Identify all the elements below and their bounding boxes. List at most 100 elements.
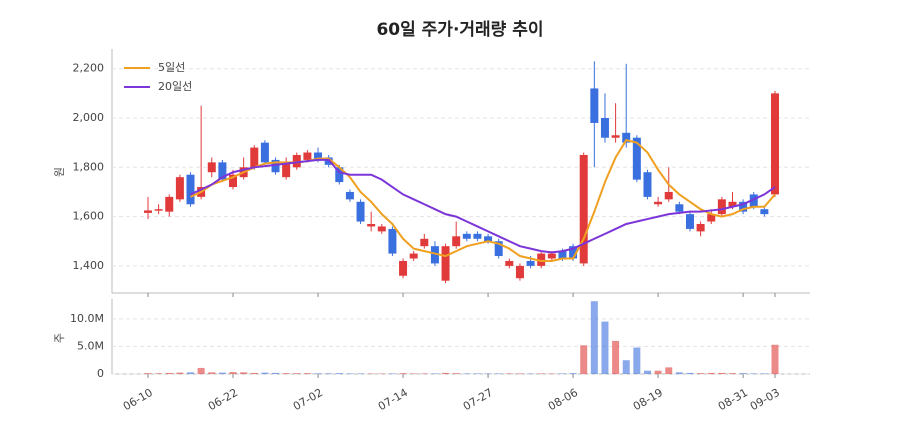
legend-label: 20일선 — [158, 79, 192, 93]
volume-bar — [453, 373, 460, 374]
volume-bar — [655, 371, 662, 374]
volume-bar — [559, 373, 566, 374]
volume-bar — [410, 373, 417, 374]
x-tick-label: 08-06 — [546, 386, 580, 413]
candle-body — [601, 118, 609, 138]
candle-body — [697, 224, 705, 231]
x-tick-label: 08-31 — [716, 386, 750, 413]
volume-bar — [240, 372, 247, 374]
volume-bar — [708, 373, 715, 374]
volume-bar — [389, 373, 396, 374]
candle-body — [176, 177, 184, 199]
y-tick-label: 1,600 — [73, 210, 105, 223]
x-tick-label: 08-19 — [631, 386, 665, 413]
y-tick-label: 10.0M — [70, 312, 104, 325]
candle-body — [410, 254, 418, 259]
volume-bar — [304, 373, 311, 374]
volume-bar — [198, 368, 205, 374]
volume-bar — [283, 373, 290, 374]
volume-bar — [506, 373, 513, 374]
volume-bar — [261, 373, 268, 374]
candle-body — [165, 197, 173, 212]
volume-bar — [357, 373, 364, 374]
volume-bar — [346, 373, 353, 374]
volume-bar — [219, 373, 226, 374]
volume-bar — [676, 372, 683, 374]
candle-body — [261, 143, 269, 163]
candle-body — [771, 93, 779, 194]
volume-bar — [325, 373, 332, 374]
candle-body — [527, 261, 535, 266]
y-tick-label: 1,800 — [73, 160, 105, 173]
candle-body — [187, 175, 195, 205]
candle-body — [208, 162, 216, 172]
volume-bar — [633, 348, 640, 374]
candle-body — [420, 239, 428, 246]
volume-bar — [718, 373, 725, 374]
volume-bar — [431, 373, 438, 374]
candle-body — [665, 192, 673, 199]
candle-body — [155, 209, 163, 211]
candle-body — [612, 135, 620, 137]
candle-body — [505, 261, 513, 266]
candle-body — [367, 224, 375, 226]
candle-body — [643, 172, 651, 197]
volume-bar — [601, 322, 608, 374]
candle-body — [516, 266, 524, 278]
volume-bar — [750, 373, 757, 374]
x-tick-label: 07-02 — [291, 386, 325, 413]
volume-bar — [686, 373, 693, 374]
volume-bar — [761, 373, 768, 374]
volume-bar — [740, 373, 747, 374]
x-tick-label: 07-27 — [461, 386, 495, 413]
volume-bar — [644, 371, 651, 374]
candle-body — [346, 192, 354, 199]
volume-bar — [495, 373, 502, 374]
volume-axis-label: 주 — [53, 333, 66, 343]
candle-body — [378, 226, 386, 231]
volume-bar — [176, 373, 183, 374]
y-tick-label: 1,400 — [73, 259, 105, 272]
volume-bar — [729, 373, 736, 374]
candle-body — [654, 202, 662, 204]
volume-bar — [623, 360, 630, 374]
volume-bar — [272, 373, 279, 374]
candle-body — [303, 153, 311, 160]
volume-bar — [400, 373, 407, 374]
candle-body — [388, 229, 396, 254]
x-tick-label: 06-22 — [206, 386, 240, 413]
candle-body — [580, 155, 588, 263]
candle-body — [548, 254, 556, 259]
candle-body — [144, 210, 152, 212]
ma-line — [191, 140, 775, 261]
y-tick-label: 2,000 — [73, 111, 105, 124]
candle-body — [590, 88, 598, 123]
volume-bar — [155, 373, 162, 374]
x-tick-label: 06-10 — [121, 386, 155, 413]
candle-body — [473, 234, 481, 239]
volume-bar — [208, 372, 215, 374]
volume-bar — [166, 373, 173, 374]
x-tick-label: 09-03 — [748, 386, 782, 413]
y-axis-label: 원 — [53, 167, 66, 177]
volume-bar — [187, 372, 194, 374]
volume-bar — [463, 373, 470, 374]
candle-body — [442, 246, 450, 281]
volume-bar — [772, 345, 779, 374]
candle-body — [452, 236, 460, 246]
candle-body — [675, 204, 683, 211]
x-tick-label: 07-14 — [376, 386, 410, 413]
volume-bar — [538, 373, 545, 374]
volume-bar — [580, 345, 587, 374]
volume-bar — [293, 373, 300, 374]
volume-bar — [516, 373, 523, 374]
candle-body — [760, 209, 768, 214]
volume-bar — [612, 341, 619, 374]
candle-body — [718, 199, 726, 214]
volume-bar — [442, 373, 449, 374]
y-tick-label: 2,200 — [73, 62, 105, 75]
volume-bar — [336, 373, 343, 374]
y-tick-label: 0 — [97, 367, 104, 380]
volume-bar — [485, 373, 492, 374]
volume-bar — [145, 373, 152, 374]
